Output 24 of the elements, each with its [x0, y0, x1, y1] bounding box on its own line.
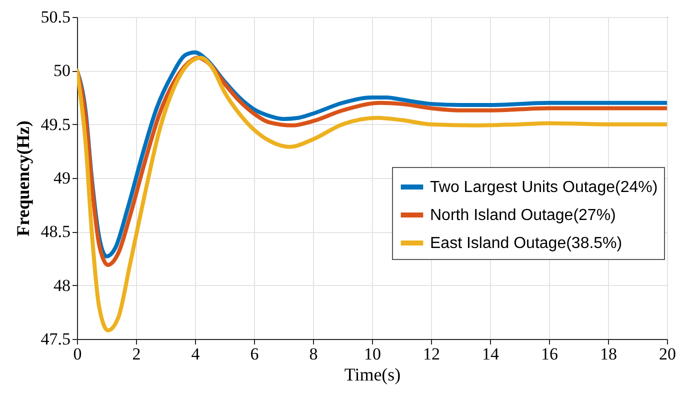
- y-tick-label: 49: [54, 168, 70, 188]
- x-tick-label: 20: [659, 344, 676, 364]
- x-tick-label: 2: [132, 344, 141, 364]
- y-tick-label: 48: [54, 276, 70, 295]
- x-tick-label: 18: [600, 344, 617, 364]
- legend-label: North Island Outage(27%): [430, 207, 616, 224]
- x-tick-label: 4: [191, 344, 200, 364]
- y-tick-label: 50: [54, 61, 70, 80]
- x-tick-label: 8: [309, 344, 318, 364]
- x-tick-label: 16: [541, 344, 558, 364]
- x-tick-label: 14: [482, 344, 500, 364]
- x-axis-title: Time(s): [344, 364, 401, 384]
- legend-label: East Island Outage(38.5%): [430, 235, 622, 252]
- y-tick-label: 49.5: [40, 114, 70, 134]
- x-tick-label: 6: [250, 344, 259, 364]
- y-tick-label: 48.5: [40, 222, 70, 242]
- y-axis-title: Frequency(Hz): [12, 120, 33, 236]
- x-tick-label: 10: [364, 344, 381, 364]
- legend-label: Two Largest Units Outage(24%): [430, 179, 658, 196]
- x-tick-label: 0: [73, 344, 82, 364]
- y-tick-label: 47.5: [40, 330, 70, 348]
- y-tick-label: 50.5: [40, 8, 70, 26]
- line-series: [77, 56, 667, 332]
- x-tick-label: 12: [423, 344, 440, 364]
